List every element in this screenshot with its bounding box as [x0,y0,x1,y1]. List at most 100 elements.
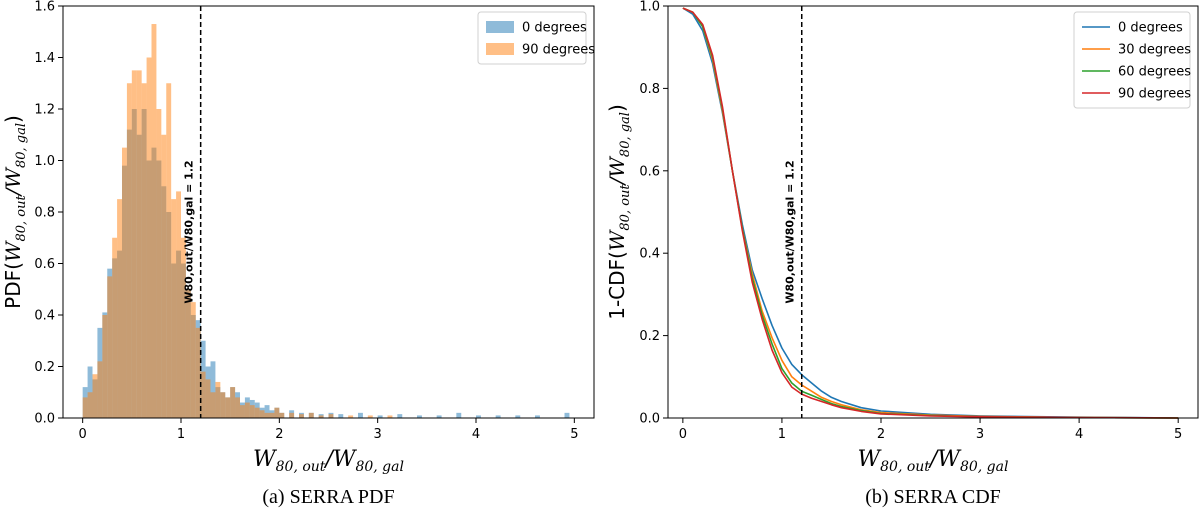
legend-label: 0 degrees [1118,21,1183,36]
y-tick-label: 0.8 [34,206,55,221]
histogram-bar [200,371,206,418]
cdf-caption: (b) SERRA CDF [865,486,1001,508]
x-tick-label: 0 [79,427,87,442]
cdf-series-line [682,7,1179,419]
histogram-bar [220,392,226,418]
y-tick-label: 1.2 [34,103,55,118]
histogram-bar [225,397,231,418]
histogram-bar [205,379,211,418]
histogram-bar [358,412,363,418]
histogram-bar [264,405,270,418]
y-tick-label: 0.4 [34,309,55,324]
histogram-bar [185,289,191,418]
cdf-threshold-line: W80,out/W80,gal = 1.2 [784,6,803,418]
pdf-x-axis-label: W80, out/W80, gal [253,447,404,475]
histogram-bar [126,83,132,418]
histogram-bar [230,387,236,418]
histogram-bar [377,415,383,418]
histogram-bar [264,412,270,418]
cdf-x-axis-label: W80, out/W80, gal [858,447,1009,475]
pdf-legend: 0 degrees 90 degrees [477,11,595,65]
histogram-bar [141,83,147,418]
legend-label: 90 degrees [522,43,595,58]
histogram-bar [190,302,196,418]
histogram-bar [181,237,186,418]
histogram-bar [274,407,280,418]
x-tick-label: 3 [374,427,382,442]
cdf-legend: 0 degrees 30 degrees 60 degrees 90 degrees [1073,11,1191,109]
histogram-bar [535,415,540,418]
histogram-bar [235,397,240,418]
histogram-bar [244,402,250,418]
x-tick-label: 5 [570,427,578,442]
histogram-bar [166,83,172,418]
cdf-y-axis-label: 1-CDF(W80, out/W80, gal) [605,104,633,320]
y-tick-label: 0.2 [639,329,660,344]
x-tick-label: 1 [778,427,786,442]
histogram-bar [240,405,245,418]
histogram-bar [348,415,354,418]
histogram-bar [367,415,373,418]
legend-swatch [486,21,514,33]
histogram-bar [112,237,118,418]
histogram-bar [161,134,167,418]
histogram-bar [495,415,501,418]
pdf-threshold-line: W80,out/W80,gal = 1.2 [183,6,202,418]
pdf-y-ticks: 0.0 0.2 0.4 0.6 0.8 1.0 1.2 1.4 1.6 [34,0,63,427]
histogram-bar [338,414,344,418]
histogram-bar [456,412,462,418]
y-tick-label: 0.6 [639,164,660,179]
histogram-bar [92,374,98,418]
legend-box [1073,11,1191,109]
histogram-bar [171,199,177,418]
x-tick-label: 0 [679,427,687,442]
histogram-bar [151,24,157,419]
cdf-y-ticks: 0.0 0.2 0.4 0.6 0.8 1.0 [639,0,668,427]
histogram-bar [249,405,255,418]
histogram-bar [195,327,201,418]
histogram-bar [308,412,314,418]
pdf-y-axis-label: PDF(W80, out/W80, gal) [1,115,29,309]
cdf-lines [682,7,1179,419]
histogram-bar [476,415,481,418]
histogram-bar [97,361,103,418]
histogram-bar [87,392,93,418]
histogram-bar [387,415,393,418]
y-tick-label: 1.0 [34,154,55,169]
histogram-bar [564,412,570,418]
histogram-bar [328,414,334,418]
histogram-bar [210,392,216,418]
x-tick-label: 1 [177,427,185,442]
histogram-bar [122,147,127,418]
y-tick-label: 1.6 [34,0,55,15]
legend-label: 30 degrees [1118,43,1191,58]
histogram-bar [102,315,108,418]
x-tick-label: 4 [1075,427,1083,442]
y-tick-label: 0.0 [34,412,55,427]
histogram-bar [136,70,142,418]
x-tick-label: 4 [472,427,480,442]
histogram-bar [117,199,122,418]
x-tick-label: 2 [275,427,283,442]
histogram-bar [289,412,295,418]
x-tick-label: 3 [976,427,984,442]
histogram-bar [515,415,521,418]
histogram-bar [176,191,181,418]
histogram-bar [254,407,260,418]
y-tick-label: 0.4 [639,247,660,262]
histogram-bar [318,415,324,418]
legend-label: 0 degrees [522,21,587,36]
y-tick-label: 1.4 [34,51,55,66]
x-tick-label: 5 [1174,427,1182,442]
histogram-bar [279,412,285,418]
cdf-axes-frame [667,5,1199,419]
y-tick-label: 0.8 [639,82,660,97]
histogram-bar [269,412,275,418]
histogram-bar [299,414,304,418]
cdf-x-ticks: 0 1 2 3 4 5 [679,418,1182,442]
histogram-bar [131,70,137,418]
histogram-bar [436,415,442,418]
